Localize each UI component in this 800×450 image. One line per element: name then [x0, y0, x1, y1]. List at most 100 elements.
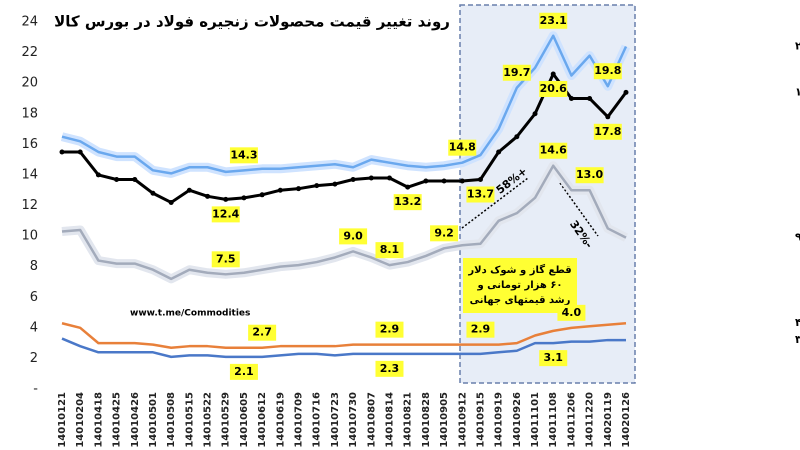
value-label: 2.3 — [380, 362, 400, 375]
point — [168, 199, 174, 205]
value-label: 2.7 — [252, 326, 272, 339]
x-tick-label: 14010730 — [348, 392, 359, 448]
x-tick-label: 14010426 — [130, 392, 141, 448]
value-label-bg — [375, 321, 404, 338]
point — [277, 187, 283, 193]
x-tick-label: 14010529 — [221, 392, 232, 448]
value-label-bg — [448, 139, 477, 156]
value-label-bg — [539, 350, 568, 367]
value-label: 12.4 — [212, 207, 239, 220]
point — [405, 184, 411, 190]
point — [150, 190, 156, 196]
point — [77, 149, 83, 155]
value-label-bg — [466, 321, 495, 338]
point — [587, 95, 593, 101]
y-tick-label: 2 — [30, 351, 38, 366]
y-tick-label: - — [33, 382, 38, 397]
x-tick-label: 14011220 — [585, 392, 596, 448]
y-tick-label: 22 — [21, 45, 38, 60]
value-label-bg — [502, 64, 531, 81]
x-tick-label: 14020119 — [603, 392, 614, 448]
x-tick-label: 14010204 — [75, 392, 86, 448]
legend-label: گندله سنگ آهن ، ۴.۳ — [795, 315, 800, 329]
value-label: 13.2 — [394, 195, 421, 208]
point — [205, 193, 211, 199]
note-line: قطع گاز و شوک دلار — [467, 263, 571, 276]
series-line — [61, 34, 628, 175]
value-label: 7.5 — [216, 252, 236, 265]
value-label-bg — [539, 80, 568, 97]
series-line — [61, 322, 627, 349]
value-label: 20.6 — [540, 82, 567, 95]
note-line: ۶۰ هزار تومانی و — [476, 280, 562, 291]
legend-label: میلگرد ۱۴تا۲۰ ، ۲۲.۴ — [795, 39, 800, 52]
y-tick-label: 24 — [21, 15, 38, 30]
x-tick-label: 14010716 — [312, 392, 323, 448]
value-label-bg — [229, 363, 258, 380]
x-tick-label: 14010418 — [93, 392, 104, 448]
value-label: 17.8 — [594, 125, 621, 138]
point — [623, 89, 629, 95]
value-label-bg — [375, 360, 404, 377]
value-label: 14.6 — [540, 144, 567, 157]
point — [223, 196, 229, 202]
value-label: 14.8 — [449, 141, 476, 154]
y-tick-label: 12 — [21, 198, 38, 213]
x-tick-label: 14011108 — [548, 392, 559, 448]
point — [296, 186, 302, 192]
x-tick-label: 14010508 — [166, 392, 177, 448]
value-label: 13.7 — [467, 188, 494, 201]
point — [350, 177, 356, 183]
x-tick-label: 14010828 — [421, 392, 432, 448]
point — [386, 175, 392, 181]
value-label: 4.0 — [562, 306, 582, 319]
x-tick-label: 14010919 — [494, 392, 505, 448]
value-label: 14.3 — [230, 148, 257, 161]
point — [95, 172, 101, 178]
chart-title: روند تغییر قیمت محصولات زنجیره فولاد در … — [54, 13, 450, 31]
point — [477, 177, 483, 183]
point — [550, 71, 556, 77]
y-tick-label: 8 — [30, 259, 38, 274]
y-tick-label: 14 — [21, 167, 38, 182]
x-tick-label: 14010814 — [384, 392, 395, 448]
y-tick-label: 20 — [21, 76, 38, 91]
x-tick-label: 14010501 — [148, 392, 159, 448]
x-tick-label: 14010905 — [439, 392, 450, 448]
x-tick-label: 14010121 — [57, 392, 68, 448]
value-label-bg — [248, 324, 277, 341]
value-label-bg — [393, 194, 422, 211]
value-label: 2.9 — [471, 323, 491, 336]
x-tick-label: 14020126 — [621, 392, 632, 448]
value-label: 19.8 — [594, 64, 621, 77]
title-bg — [60, 8, 445, 34]
value-label: 13.0 — [576, 168, 603, 181]
value-label: 2.1 — [234, 365, 254, 378]
y-tick-label: 6 — [30, 290, 38, 305]
rise-arrow — [461, 177, 529, 229]
value-label-bg — [539, 142, 568, 159]
point — [423, 178, 429, 184]
value-label: 2.9 — [380, 323, 400, 336]
x-tick-label: 14011101 — [530, 392, 541, 448]
legend-label: کنسانتره سنگ آهن ، ۳.۲ — [795, 332, 800, 346]
value-label-bg — [575, 167, 604, 184]
x-tick-label: 14010926 — [512, 392, 523, 448]
value-label-bg — [557, 304, 586, 321]
y-tick-label: 4 — [30, 320, 38, 335]
value-label: 9.2 — [434, 226, 454, 239]
fall-arrow — [559, 182, 599, 237]
value-label: 3.1 — [543, 351, 563, 364]
x-tick-label: 14010612 — [257, 392, 268, 448]
y-tick-label: 18 — [21, 106, 38, 121]
value-label-bg — [339, 228, 368, 245]
value-label-bg — [593, 123, 622, 140]
value-label-bg — [430, 225, 459, 242]
value-label: 8.1 — [380, 243, 400, 256]
value-label: 23.1 — [540, 14, 567, 27]
legend-label: شمش فولاد ، ۱۹.۴ — [795, 85, 800, 98]
point — [259, 192, 265, 198]
x-tick-label: 14010915 — [475, 392, 486, 448]
value-label-bg — [593, 63, 622, 80]
